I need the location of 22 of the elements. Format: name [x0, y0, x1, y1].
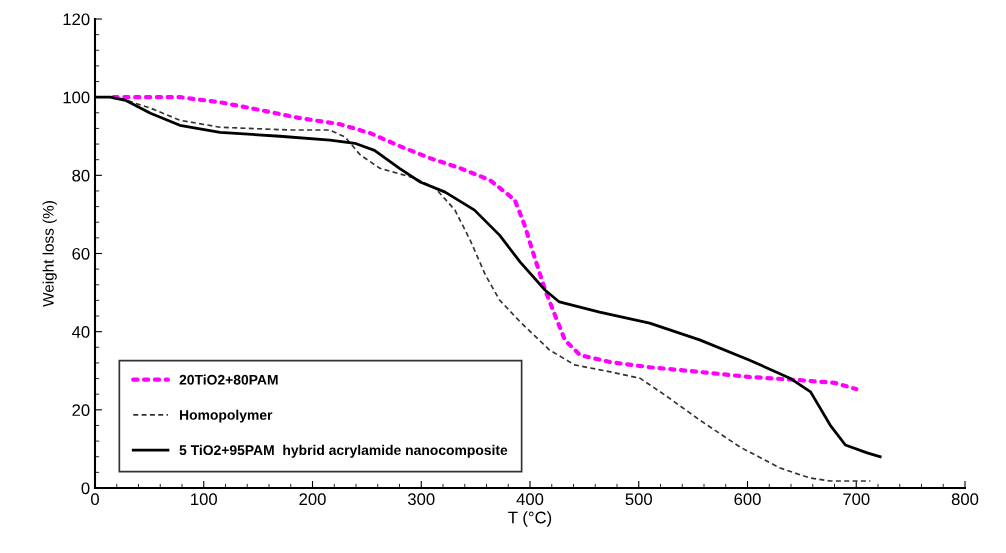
y-tick-label: 60	[72, 247, 90, 260]
x-tick-label: 300	[407, 493, 435, 506]
y-tick-label: 80	[72, 169, 90, 182]
y-axis-title: Weight loss (%)	[42, 201, 57, 307]
legend-label: 20TiO2+80PAM	[179, 374, 278, 385]
legend-label: Homopolymer	[180, 409, 273, 423]
y-tick-label: 100	[63, 91, 90, 104]
y-tick-label: 120	[63, 13, 90, 26]
x-tick-label: 200	[299, 493, 326, 506]
y-tick-label: 40	[71, 326, 90, 338]
legend-label: 5 TiO2+95PAM hybrid acrylamide nanocomposite	[179, 444, 508, 458]
y-tick-label: 0	[81, 482, 90, 495]
x-tick-label: 600	[734, 493, 761, 506]
x-tick-label: 500	[625, 493, 652, 506]
x-tick-label: 700	[843, 493, 870, 506]
x-tick-label: 100	[191, 493, 217, 506]
x-axis-title: T (°C)	[508, 511, 552, 527]
x-tick-label: 800	[951, 493, 979, 506]
x-tick-label: 0	[91, 493, 99, 506]
y-tick-label: 20	[72, 404, 90, 417]
line-series	[111, 95, 859, 392]
x-tick-label: 400	[516, 493, 544, 506]
